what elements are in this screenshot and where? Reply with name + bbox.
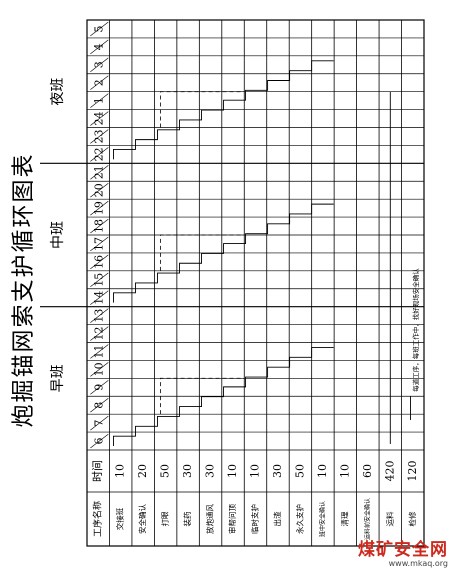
process-time: 30: [204, 464, 217, 478]
process-time: 30: [271, 464, 284, 478]
hour-label: 22: [92, 147, 105, 161]
process-time: 20: [136, 464, 149, 478]
process-name: 打眼: [160, 511, 170, 526]
process-name: 班中安全确认: [318, 501, 326, 537]
hour-tick: [90, 362, 109, 377]
watermark-text: 煤矿安全网: [358, 540, 448, 560]
hour-label: 18: [92, 219, 105, 233]
hour-tick: [90, 183, 109, 198]
hour-label: 3: [92, 61, 105, 68]
hour-tick: [90, 290, 109, 305]
hour-label: 10: [92, 362, 105, 376]
process-name: 运料: [384, 511, 394, 526]
process-name: 放炮通风: [205, 504, 215, 534]
hour-tick: [90, 236, 109, 252]
schedule-dashed: [160, 91, 245, 128]
shift-label: 中班: [50, 221, 66, 249]
process-time: 120: [406, 461, 419, 482]
hour-label: 24: [92, 112, 105, 126]
process-name: 永久支护: [294, 504, 304, 534]
hour-label: 19: [92, 201, 105, 215]
hour-tick: [90, 398, 109, 413]
process-name: 临时支护: [250, 504, 260, 534]
schedule-step: [113, 203, 334, 303]
schedule-step: [113, 60, 334, 160]
process-header: 工序名称: [92, 501, 104, 537]
table-frame: [86, 19, 425, 547]
process-time: 60: [361, 464, 374, 478]
process-time: 10: [114, 464, 127, 478]
process-name: 检修: [407, 511, 417, 526]
hour-label: 21: [92, 165, 105, 179]
time-header: 时间: [91, 460, 104, 482]
process-time: 420: [383, 461, 396, 482]
hour-tick: [90, 165, 109, 180]
process-name: 清理: [339, 511, 349, 526]
shift-label: 早班: [50, 364, 66, 392]
process-time: 10: [226, 464, 239, 478]
hour-tick: [90, 218, 109, 234]
hour-label: 14: [92, 291, 105, 305]
process-name: 安全确认: [137, 504, 147, 534]
hour-tick: [90, 326, 109, 341]
hour-label: 12: [92, 327, 105, 341]
hour-label: 6: [92, 438, 105, 445]
hour-tick: [90, 415, 109, 431]
hour-tick: [90, 308, 109, 323]
watermark-logo: 煤矿安全网 www.mkaq.org: [358, 542, 448, 568]
remark-note: 每道工序，每班工作中，找好现场安全确认: [411, 268, 420, 392]
schedule-dashed: [160, 234, 245, 271]
hour-tick: [90, 380, 109, 395]
hour-tick: [90, 129, 109, 144]
hour-label: 2: [92, 79, 105, 86]
hour-tick: [90, 21, 109, 37]
process-name: 交接班: [115, 507, 125, 530]
hour-label: 16: [92, 255, 105, 269]
hour-tick: [90, 93, 109, 108]
schedule-lines: [113, 60, 411, 446]
table-grid: [40, 19, 425, 547]
process-name: 运料前安全确认: [363, 498, 371, 540]
process-name: 装药: [182, 511, 192, 526]
hour-label: 4: [92, 43, 105, 50]
hour-tick: [90, 75, 109, 90]
hour-tick: [90, 254, 109, 270]
hour-tick: [90, 433, 109, 449]
process-name: 审帮问顶: [227, 504, 237, 534]
hour-label: 7: [92, 420, 105, 427]
hour-tick: [90, 111, 109, 126]
hour-tick: [90, 57, 109, 72]
hour-tick: [90, 272, 109, 287]
hour-label: 15: [92, 273, 105, 287]
hour-label: 17: [92, 237, 105, 251]
hour-tick: [90, 147, 109, 162]
process-name: 出渣: [272, 511, 282, 526]
schedule-step: [113, 347, 334, 446]
process-time: 10: [249, 464, 262, 478]
process-time: 50: [293, 464, 306, 478]
hour-label: 20: [92, 183, 105, 197]
hour-label: 1: [92, 97, 105, 104]
hour-label: 23: [92, 129, 105, 143]
watermark-url: www.mkaq.org: [388, 559, 448, 568]
process-time: 10: [338, 464, 351, 478]
process-time: 30: [181, 464, 194, 478]
hour-label: 13: [92, 309, 105, 323]
shift-label: 夜班: [50, 78, 66, 106]
hour-label: 5: [92, 25, 105, 32]
hour-tick: [90, 344, 109, 359]
hour-tick: [90, 200, 109, 216]
process-time: 10: [316, 464, 329, 478]
hour-label: 9: [92, 384, 105, 391]
process-time: 50: [159, 464, 172, 478]
schedule-dashed: [160, 377, 245, 415]
table-labels: 时间工序名称6789101112131415161718192021222324…: [50, 25, 420, 540]
hour-label: 8: [92, 402, 105, 409]
hour-tick: [90, 39, 109, 55]
hour-label: 11: [92, 344, 105, 358]
